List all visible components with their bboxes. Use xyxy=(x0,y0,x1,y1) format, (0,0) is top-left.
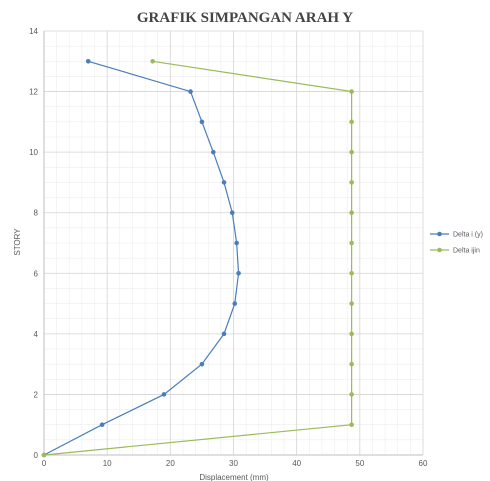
x-axis-label: Displacement (mm) xyxy=(199,473,269,481)
data-point-series-1 xyxy=(349,301,354,306)
legend: Delta i (y) Delta ijin xyxy=(430,232,483,255)
data-point-series-1 xyxy=(349,180,354,185)
data-point-series-0 xyxy=(234,240,239,246)
data-point-series-1 xyxy=(349,240,354,246)
data-point-series-0 xyxy=(221,180,227,185)
data-point-series-1 xyxy=(349,89,354,94)
data-point-series-0 xyxy=(229,210,235,216)
x-tick-label: 30 xyxy=(229,459,238,468)
data-point-series-0 xyxy=(85,58,91,64)
y-tick-label: 6 xyxy=(34,269,39,278)
y-tick-label: 2 xyxy=(34,390,39,399)
data-point-series-0 xyxy=(232,301,238,306)
y-tick-label: 10 xyxy=(29,148,38,157)
series-line-1 xyxy=(43,60,353,456)
data-point-series-0 xyxy=(236,270,241,276)
data-point-series-1 xyxy=(349,210,354,216)
y-tick-label: 0 xyxy=(34,451,39,460)
legend-label-1: Delta ijin xyxy=(453,248,480,255)
legend-marker-1 xyxy=(437,247,442,253)
data-point-series-1 xyxy=(349,422,354,428)
data-point-series-1 xyxy=(349,149,354,155)
data-point-series-1 xyxy=(349,331,354,337)
data-point-series-1 xyxy=(349,270,354,276)
y-tick-label: 14 xyxy=(29,27,38,36)
legend-label-0: Delta i (y) xyxy=(453,232,483,239)
y-axis-label: STORY xyxy=(13,228,22,256)
x-tick-label: 50 xyxy=(355,459,364,468)
data-point-series-1 xyxy=(349,119,354,125)
x-tick-label: 0 xyxy=(42,459,47,468)
data-point-series-0 xyxy=(99,422,105,428)
data-point-series-0 xyxy=(210,149,216,155)
x-tick-label: 60 xyxy=(419,459,428,468)
series-layer xyxy=(41,58,354,458)
data-point-series-0 xyxy=(199,361,205,367)
data-point-series-0 xyxy=(199,119,205,125)
data-point-series-0 xyxy=(188,89,193,94)
grid-layer xyxy=(43,30,424,456)
data-point-series-1 xyxy=(41,452,47,458)
data-point-series-0 xyxy=(161,392,167,397)
axis-layer: 0 10 20 30 40 50 60 0 2 4 6 8 10 12 14 xyxy=(29,27,428,468)
x-tick-label: 40 xyxy=(292,459,301,468)
x-tick-label: 20 xyxy=(166,459,175,468)
y-tick-label: 12 xyxy=(29,88,38,97)
data-point-series-1 xyxy=(349,361,354,367)
y-tick-label: 4 xyxy=(34,330,39,339)
data-point-series-1 xyxy=(150,58,155,64)
x-tick-label: 10 xyxy=(103,459,112,468)
data-point-series-1 xyxy=(349,392,354,397)
y-tick-label: 8 xyxy=(34,209,39,218)
chart-title: GRAFIK SIMPANGAN ARAH Y xyxy=(137,10,353,26)
series-line-0 xyxy=(43,60,240,456)
data-point-series-0 xyxy=(221,331,227,337)
legend-marker-0 xyxy=(437,231,442,237)
